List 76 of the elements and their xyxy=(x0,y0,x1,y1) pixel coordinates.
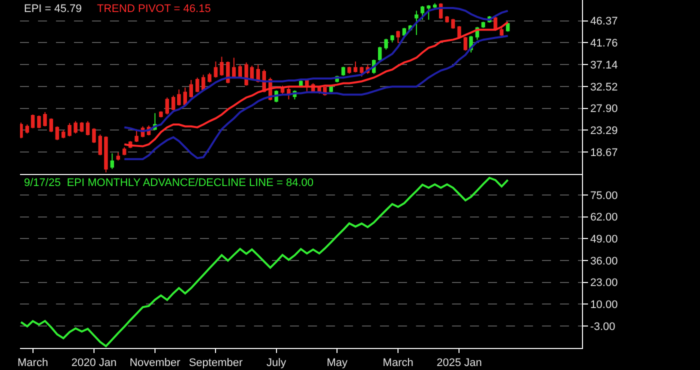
candlestick xyxy=(220,56,224,76)
y-tick-label: 75.00 xyxy=(590,190,618,202)
candlestick xyxy=(445,16,449,24)
candlestick xyxy=(49,118,54,133)
candlestick xyxy=(86,120,90,136)
x-tick-label: March xyxy=(18,357,48,370)
candlestick xyxy=(20,122,23,139)
candlestick xyxy=(104,136,108,173)
candlestick xyxy=(116,152,120,161)
candlestick xyxy=(396,30,400,44)
candlestick xyxy=(37,114,41,129)
candlestick xyxy=(30,114,35,129)
candlestick xyxy=(390,34,394,44)
candlestick xyxy=(341,66,346,76)
candlestick xyxy=(232,57,236,78)
candlestick xyxy=(354,60,358,73)
candlestick xyxy=(250,65,254,80)
candlestick xyxy=(384,38,388,50)
x-tick-label: July xyxy=(266,357,287,370)
candlestick xyxy=(414,10,418,36)
line-series xyxy=(123,34,509,160)
x-tick-label: 2020 Jan xyxy=(71,357,117,370)
candlestick xyxy=(55,126,60,141)
y-tick-label: 62.00 xyxy=(590,212,618,224)
candlestick xyxy=(177,88,181,106)
candlestick xyxy=(195,77,200,93)
candlestick xyxy=(80,122,84,133)
candlestick xyxy=(481,21,486,28)
y-tick-label: 23.29 xyxy=(590,125,618,138)
candlestick xyxy=(432,2,437,8)
x-tick-label: November xyxy=(130,357,181,370)
x-tick-label: 2025 Jan xyxy=(436,357,482,370)
candlestick xyxy=(74,120,78,134)
chart-title: EPI = 45.79 xyxy=(24,3,82,15)
y-tick-label: 23.00 xyxy=(590,277,618,290)
candlestick xyxy=(122,146,126,156)
y-tick-label: 37.14 xyxy=(590,59,618,72)
candlestick xyxy=(171,95,176,111)
candlestick xyxy=(214,60,218,78)
candlestick xyxy=(500,27,504,36)
candlestick xyxy=(189,79,194,98)
x-tick-label: May xyxy=(326,357,348,370)
candlestick xyxy=(464,36,468,52)
y-tick-label: 27.90 xyxy=(590,103,618,116)
candlestick xyxy=(92,128,96,144)
y-tick-label: 10.00 xyxy=(590,299,618,312)
candlestick xyxy=(62,130,66,139)
y-tick-label: 46.37 xyxy=(590,16,618,28)
candlestick xyxy=(159,110,163,118)
candlestick xyxy=(329,85,333,93)
y-tick-label: -3.00 xyxy=(590,320,616,333)
candlestick xyxy=(98,134,102,156)
candlestick xyxy=(25,124,30,134)
candlestick xyxy=(110,152,114,170)
y-tick-label: 36.00 xyxy=(590,255,618,268)
candlestick xyxy=(43,112,47,127)
x-tick-label: September xyxy=(188,357,243,370)
candlestick xyxy=(360,66,364,78)
y-tick-label: 49.00 xyxy=(590,234,618,246)
candlestick xyxy=(347,66,352,74)
candlestick xyxy=(451,18,455,30)
chart-title: 9/17/25 EPI MONTHLY ADVANCE/DECLINE LINE = 84.00 xyxy=(24,177,314,189)
line-series xyxy=(123,21,509,148)
x-tick-label: March xyxy=(382,357,414,370)
candlestick xyxy=(420,6,424,20)
line-series xyxy=(20,176,509,348)
text: TREND PIVOT = 46.15 xyxy=(97,3,211,15)
y-tick-label: 41.76 xyxy=(590,38,618,50)
candlestick xyxy=(426,4,431,20)
y-tick-label: 32.52 xyxy=(590,81,618,94)
candlestick xyxy=(208,72,212,83)
candlestick xyxy=(68,122,72,137)
candlestick xyxy=(226,60,230,84)
candlestick xyxy=(165,96,170,116)
y-tick-label: 18.67 xyxy=(590,146,618,159)
candlestick xyxy=(134,128,138,143)
